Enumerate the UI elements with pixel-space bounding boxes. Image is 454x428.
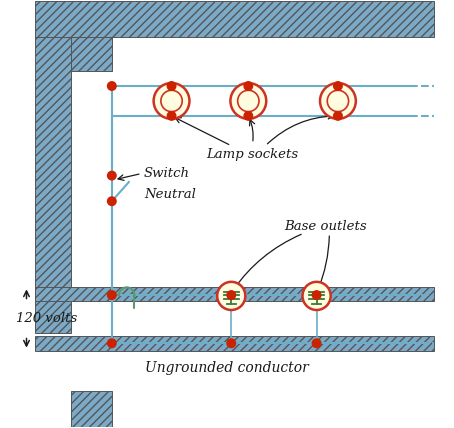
Circle shape xyxy=(312,339,321,348)
Circle shape xyxy=(244,82,252,90)
Circle shape xyxy=(108,339,116,348)
Polygon shape xyxy=(35,1,434,37)
Circle shape xyxy=(227,339,236,348)
Circle shape xyxy=(244,112,252,120)
Polygon shape xyxy=(35,37,71,333)
Circle shape xyxy=(334,82,342,90)
Circle shape xyxy=(231,83,266,119)
Circle shape xyxy=(167,112,176,120)
Circle shape xyxy=(108,82,116,90)
Polygon shape xyxy=(71,391,112,427)
Text: Lamp sockets: Lamp sockets xyxy=(207,148,299,161)
Text: Base outlets: Base outlets xyxy=(284,220,366,233)
Text: Ungrounded conductor: Ungrounded conductor xyxy=(145,360,309,374)
Circle shape xyxy=(302,282,331,310)
Circle shape xyxy=(320,83,356,119)
Circle shape xyxy=(108,171,116,180)
Circle shape xyxy=(312,291,321,299)
Polygon shape xyxy=(35,286,434,301)
Text: 120 volts: 120 volts xyxy=(16,312,77,325)
Circle shape xyxy=(108,291,116,299)
Polygon shape xyxy=(35,336,434,351)
Text: Neutral: Neutral xyxy=(144,188,196,201)
Circle shape xyxy=(327,90,349,112)
Circle shape xyxy=(217,282,245,310)
Circle shape xyxy=(161,90,182,112)
Circle shape xyxy=(153,83,189,119)
Circle shape xyxy=(108,197,116,205)
Polygon shape xyxy=(71,37,112,71)
Circle shape xyxy=(334,112,342,120)
Circle shape xyxy=(227,291,236,299)
Text: Switch: Switch xyxy=(144,167,190,180)
Circle shape xyxy=(167,82,176,90)
Circle shape xyxy=(237,90,259,112)
